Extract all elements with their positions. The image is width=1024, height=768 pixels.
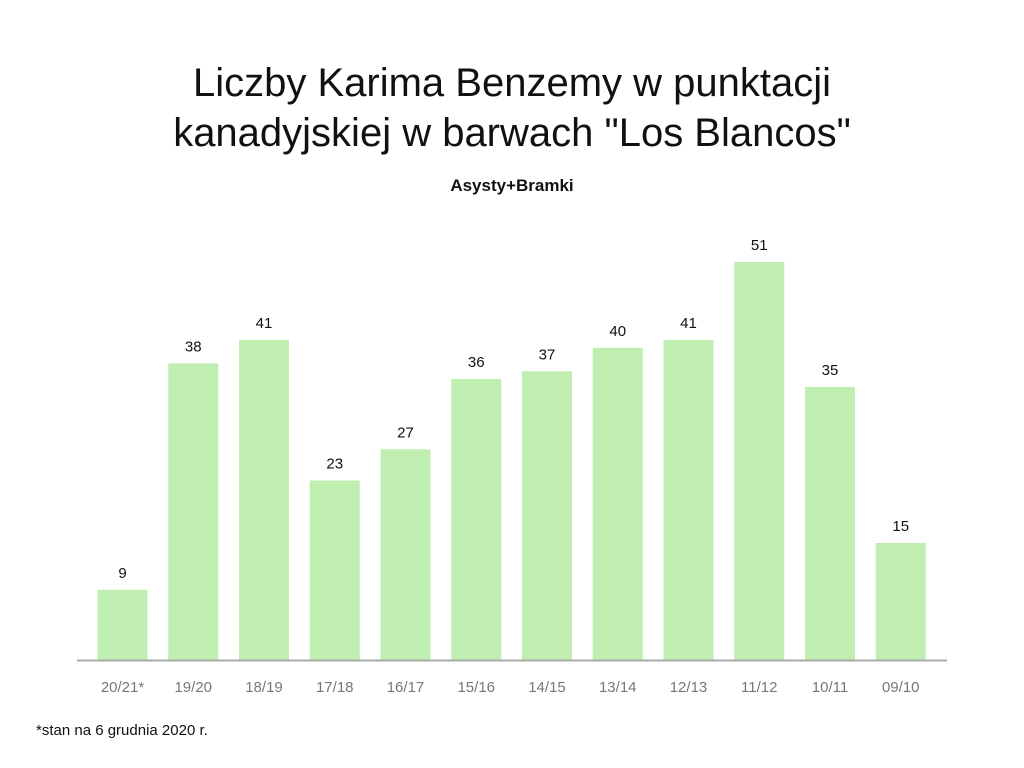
chart-title-line-1: Liczby Karima Benzemy w punktacji <box>192 61 832 105</box>
data-label-18/19: 41 <box>256 315 273 332</box>
bar-18/19 <box>239 340 289 660</box>
chart-subtitle: Asysty+Bramki <box>450 176 574 195</box>
bar-17/18 <box>309 480 360 660</box>
x-tick-label-11/12: 11/12 <box>741 679 777 696</box>
x-tick-label-10/11: 10/11 <box>812 679 848 696</box>
x-tick-label-19/20: 19/20 <box>174 679 212 696</box>
x-tick-label-20/21*: 20/21* <box>101 679 145 696</box>
data-label-09/10: 15 <box>892 518 909 535</box>
x-tick-label-16/17: 16/17 <box>387 679 425 696</box>
data-label-13/14: 40 <box>609 323 626 340</box>
bar-19/20 <box>168 363 219 660</box>
bar-14/15 <box>522 371 572 660</box>
x-tick-label-13/14: 13/14 <box>599 679 637 696</box>
x-tick-label-15/16: 15/16 <box>457 679 495 696</box>
data-label-14/15: 37 <box>539 346 556 363</box>
bar-12/13 <box>663 340 714 660</box>
chart-title-line-2: kanadyjskiej w barwach "Los Blancos" <box>173 111 851 155</box>
chart-title: Liczby Karima Benzemy w punktacji kanady… <box>0 58 1024 158</box>
bar-13/14 <box>592 347 643 660</box>
data-label-10/11: 35 <box>822 362 839 379</box>
data-label-15/16: 36 <box>468 354 485 371</box>
x-tick-label-18/19: 18/19 <box>245 679 283 696</box>
bar-20/21* <box>97 589 148 660</box>
bar-09/10 <box>875 542 926 660</box>
data-label-16/17: 27 <box>397 424 414 441</box>
data-label-11/12: 51 <box>751 237 768 254</box>
data-label-19/20: 38 <box>185 338 202 355</box>
bar-15/16 <box>451 379 502 660</box>
bar-10/11 <box>805 386 855 660</box>
x-tick-label-14/15: 14/15 <box>528 679 566 696</box>
x-tick-label-12/13: 12/13 <box>670 679 708 696</box>
x-tick-label-09/10: 09/10 <box>882 679 920 696</box>
data-label-20/21*: 9 <box>118 565 126 582</box>
bar-16/17 <box>380 449 431 660</box>
data-label-17/18: 23 <box>326 456 343 473</box>
footnote: *stan na 6 grudnia 2020 r. <box>36 722 208 739</box>
bar-11/12 <box>734 262 785 660</box>
x-tick-label-17/18: 17/18 <box>316 679 354 696</box>
data-label-12/13: 41 <box>680 315 697 332</box>
